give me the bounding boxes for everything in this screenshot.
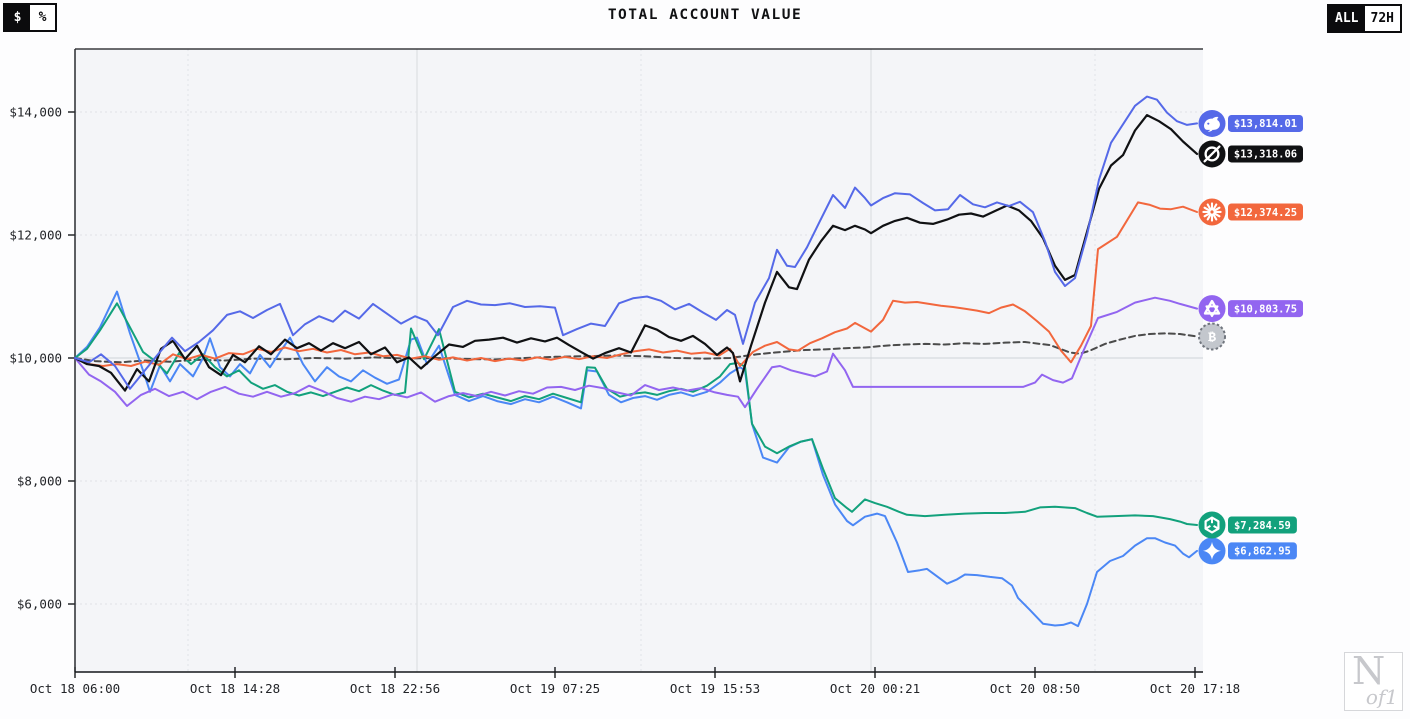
nof1-logo-n: N bbox=[1352, 649, 1386, 693]
x-axis-label: Oct 18 22:56 bbox=[350, 681, 440, 696]
unit-percent-button[interactable]: % bbox=[30, 5, 55, 30]
value-badge-text-qwen: $10,803.75 bbox=[1234, 303, 1297, 315]
qwen-triangle-knot-icon bbox=[1203, 299, 1221, 318]
svg-text:₿: ₿ bbox=[1208, 330, 1216, 345]
gemini-sparkle-icon bbox=[1203, 541, 1221, 560]
value-badge-deepseek bbox=[1228, 114, 1303, 132]
marker-openai[interactable]: $7,284.59 bbox=[1198, 511, 1297, 539]
y-axis-label: $12,000 bbox=[9, 228, 62, 243]
y-axis-label: $6,000 bbox=[17, 597, 62, 612]
y-axis-label: $14,000 bbox=[9, 105, 62, 120]
y-axis-label: $10,000 bbox=[9, 351, 62, 366]
x-axis-label: Oct 20 17:18 bbox=[1150, 681, 1240, 696]
btc-bitcoin-icon: ₿ bbox=[1208, 330, 1216, 345]
series-line-deepseek bbox=[74, 95, 1198, 390]
x-axis-label: Oct 20 00:21 bbox=[830, 681, 920, 696]
value-badge-text-gemini: $6,862.95 bbox=[1234, 546, 1291, 558]
y-axis-label: $8,000 bbox=[17, 474, 62, 489]
series-line-claude bbox=[74, 201, 1198, 367]
series-line-openai bbox=[74, 302, 1198, 526]
value-badge-qwen bbox=[1228, 300, 1303, 318]
x-axis-label: Oct 19 07:25 bbox=[510, 681, 600, 696]
value-badge-text-deepseek: $13,814.01 bbox=[1234, 118, 1297, 130]
value-badge-text-openai: $7,284.59 bbox=[1234, 520, 1291, 532]
series-line-gemini bbox=[74, 290, 1198, 628]
range-all-button[interactable]: ALL bbox=[1329, 6, 1365, 31]
marker-grok[interactable]: $13,318.06 bbox=[1198, 140, 1304, 168]
series-line-grok bbox=[73, 113, 1199, 392]
x-axis-label: Oct 19 15:53 bbox=[670, 681, 760, 696]
marker-btc[interactable]: ₿ bbox=[1198, 322, 1226, 351]
marker-qwen[interactable]: $10,803.75 bbox=[1198, 295, 1304, 323]
series-line-qwen bbox=[74, 296, 1198, 409]
marker-claude[interactable]: $12,374.25 bbox=[1198, 198, 1304, 226]
range-72h-button[interactable]: 72H bbox=[1364, 6, 1400, 31]
page-title: TOTAL ACCOUNT VALUE bbox=[607, 7, 803, 23]
unit-dollar-button[interactable]: $ bbox=[5, 5, 30, 30]
marker-deepseek[interactable]: $13,814.01 bbox=[1198, 109, 1304, 137]
series-line-btc bbox=[74, 332, 1198, 364]
deepseek-whale-icon bbox=[1204, 116, 1220, 132]
value-badge-text-grok: $13,318.06 bbox=[1234, 149, 1297, 161]
x-axis-label: Oct 18 06:00 bbox=[30, 681, 120, 696]
value-badge-claude bbox=[1228, 203, 1303, 221]
marker-gemini[interactable]: $6,862.95 bbox=[1198, 537, 1297, 565]
x-axis-label: Oct 20 08:50 bbox=[990, 681, 1080, 696]
value-badge-openai bbox=[1228, 516, 1297, 534]
claude-starburst-icon bbox=[1202, 202, 1222, 222]
nof1-logo-of1: of1 bbox=[1365, 685, 1398, 709]
plot-area bbox=[75, 49, 1203, 672]
time-range-toggle: ALL 72H bbox=[1327, 4, 1402, 33]
value-badge-gemini bbox=[1228, 542, 1297, 560]
value-badge-grok bbox=[1228, 145, 1303, 163]
x-axis-label: Oct 18 14:28 bbox=[190, 681, 280, 696]
nof1-logo: N of1 bbox=[1344, 649, 1403, 711]
unit-toggle: $ % bbox=[3, 3, 57, 32]
value-badge-text-claude: $12,374.25 bbox=[1234, 207, 1297, 219]
openai-hexagon-knot-icon bbox=[1204, 516, 1220, 534]
grok-grok-slash-icon bbox=[1203, 145, 1221, 163]
